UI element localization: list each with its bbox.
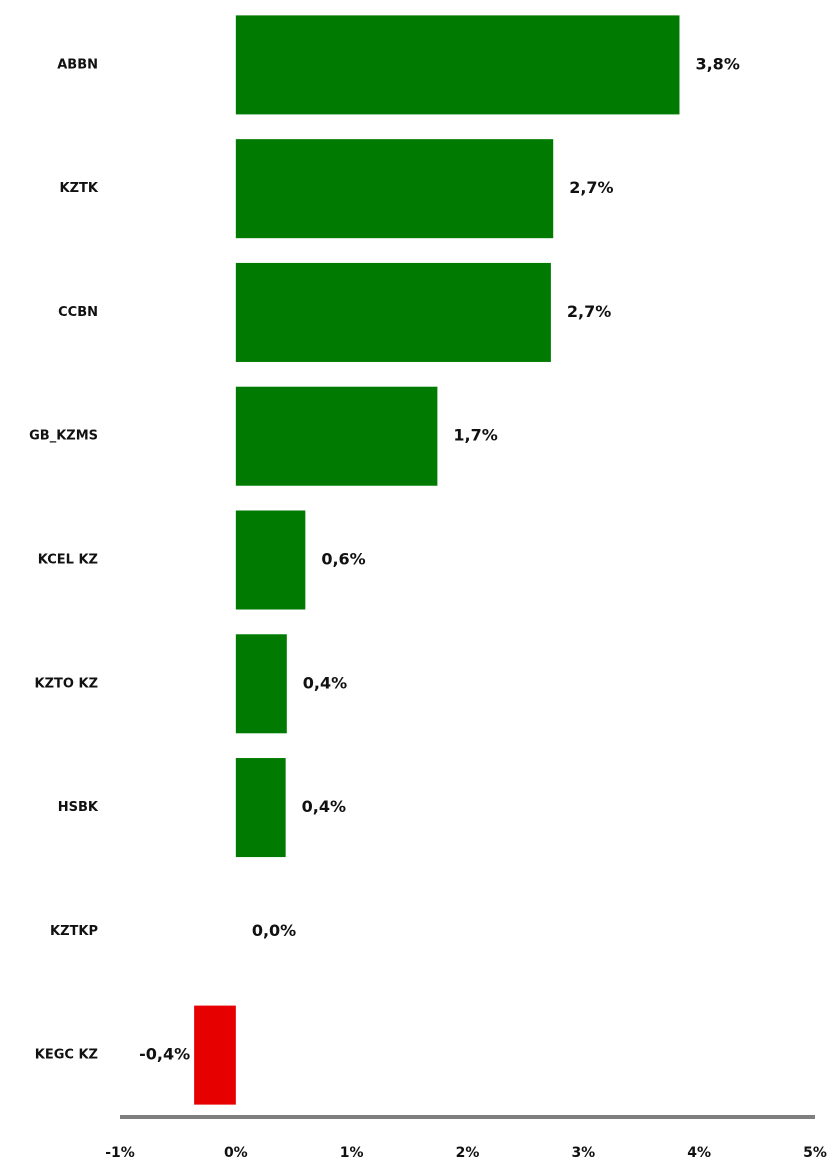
data-label: 0,6% <box>321 550 365 569</box>
data-label: 2,7% <box>569 178 613 197</box>
data-label: 0,0% <box>252 921 296 940</box>
data-label: 0,4% <box>303 673 347 692</box>
bar <box>194 1005 236 1105</box>
data-label: 0,4% <box>302 797 346 816</box>
x-tick-label: -1% <box>105 1145 135 1161</box>
x-tick-label: 3% <box>571 1145 595 1161</box>
bar <box>235 510 306 610</box>
category-label: KZTKP <box>50 924 98 939</box>
category-label: GB_KZMS <box>29 429 98 444</box>
category-label: CCBN <box>58 305 98 320</box>
data-label: -0,4% <box>139 1045 190 1064</box>
x-tick-label: 1% <box>340 1145 364 1161</box>
data-label: 2,7% <box>567 302 611 321</box>
x-tick-label: 2% <box>456 1145 480 1161</box>
category-label: KZTO KZ <box>35 676 98 691</box>
bar <box>235 262 551 362</box>
data-label: 1,7% <box>453 426 497 445</box>
x-tick-label: 4% <box>687 1145 711 1161</box>
category-label: KCEL KZ <box>38 553 98 568</box>
data-label: 3,8% <box>695 54 739 73</box>
bar <box>235 634 287 734</box>
bar <box>235 15 680 115</box>
category-label: HSBK <box>58 800 99 815</box>
category-label: KZTK <box>60 181 99 196</box>
category-label: KEGC KZ <box>35 1048 98 1063</box>
x-tick-label: 5% <box>803 1145 827 1161</box>
x-tick-label: 0% <box>224 1145 248 1161</box>
bar <box>235 386 438 486</box>
category-label: ABBN <box>57 57 98 72</box>
bar <box>235 139 554 239</box>
bar <box>235 758 286 858</box>
